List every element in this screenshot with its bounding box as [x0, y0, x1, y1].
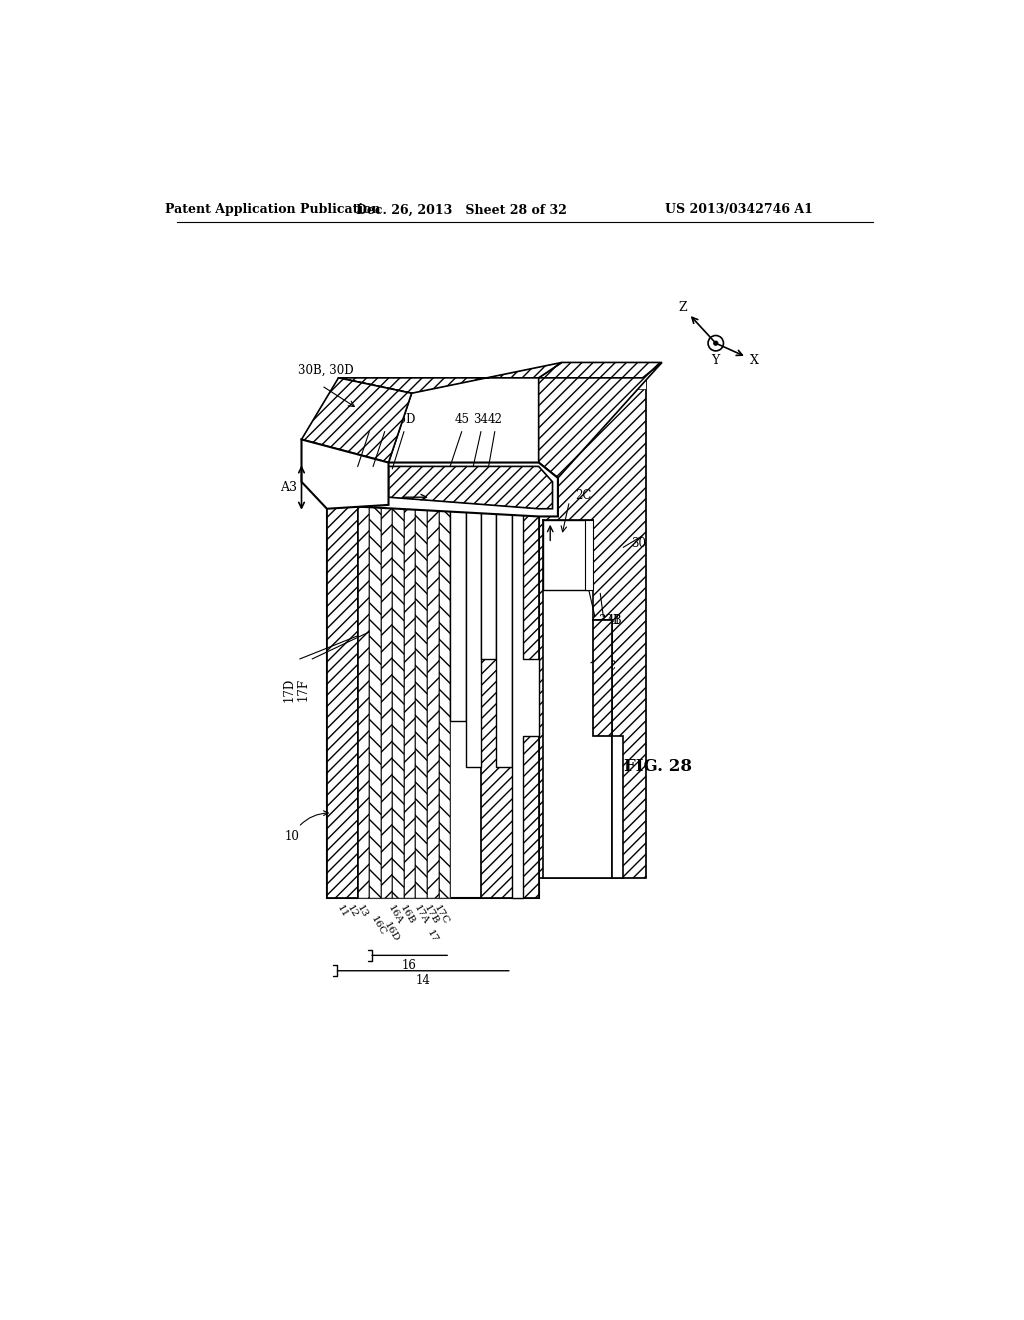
Text: 34: 34	[473, 413, 488, 425]
Text: 41: 41	[606, 614, 622, 627]
Text: 43: 43	[377, 413, 392, 425]
Polygon shape	[539, 378, 646, 389]
Polygon shape	[392, 462, 403, 898]
Polygon shape	[327, 462, 558, 516]
Polygon shape	[357, 462, 451, 898]
Polygon shape	[539, 363, 662, 478]
Text: 45: 45	[455, 413, 469, 425]
Text: 45C: 45C	[593, 660, 616, 673]
Polygon shape	[543, 520, 611, 878]
Circle shape	[714, 342, 718, 345]
Text: Dec. 26, 2013   Sheet 28 of 32: Dec. 26, 2013 Sheet 28 of 32	[356, 203, 567, 216]
Text: 16B: 16B	[398, 904, 417, 927]
Text: 30: 30	[631, 537, 646, 550]
Text: 16: 16	[401, 958, 417, 972]
Polygon shape	[497, 462, 512, 767]
Polygon shape	[481, 462, 539, 898]
Text: 45D: 45D	[392, 413, 416, 425]
Text: 17D: 17D	[283, 677, 295, 702]
Text: 17C: 17C	[432, 904, 451, 927]
Polygon shape	[357, 462, 370, 898]
Text: A1: A1	[433, 490, 450, 502]
Text: 17B: 17B	[422, 904, 440, 927]
Polygon shape	[388, 466, 553, 508]
Text: 11: 11	[335, 904, 349, 920]
Text: 17F: 17F	[296, 678, 309, 701]
Text: Y: Y	[712, 354, 720, 367]
Text: 42: 42	[487, 413, 502, 425]
Polygon shape	[416, 462, 427, 898]
Polygon shape	[301, 378, 412, 462]
Text: 14: 14	[416, 974, 431, 987]
Polygon shape	[339, 363, 562, 393]
Polygon shape	[593, 620, 611, 737]
Polygon shape	[403, 462, 416, 898]
Text: 10: 10	[285, 810, 329, 843]
Text: 12: 12	[345, 904, 359, 920]
Polygon shape	[481, 462, 497, 659]
Polygon shape	[327, 462, 539, 898]
Polygon shape	[512, 462, 539, 898]
Polygon shape	[539, 363, 662, 378]
Polygon shape	[466, 462, 481, 767]
Polygon shape	[451, 462, 466, 721]
Text: Z: Z	[678, 301, 687, 314]
Text: Patent Application Publication: Patent Application Publication	[165, 203, 381, 216]
Text: 16C: 16C	[370, 915, 388, 937]
Text: 17: 17	[425, 928, 440, 944]
Polygon shape	[301, 440, 388, 508]
Polygon shape	[370, 462, 381, 898]
Text: X: X	[750, 354, 759, 367]
Text: 16D: 16D	[382, 921, 400, 944]
Polygon shape	[327, 462, 357, 898]
Polygon shape	[357, 462, 451, 898]
Polygon shape	[585, 520, 593, 590]
Polygon shape	[543, 520, 589, 590]
Polygon shape	[381, 462, 392, 898]
Text: 32B: 32B	[598, 614, 622, 627]
Text: 17A: 17A	[412, 904, 430, 927]
Text: 30B, 30D: 30B, 30D	[298, 363, 354, 376]
Polygon shape	[427, 462, 438, 898]
Text: A2: A2	[553, 527, 568, 539]
Polygon shape	[438, 462, 451, 898]
Text: 2C: 2C	[575, 490, 592, 502]
Text: 44: 44	[361, 413, 377, 425]
Polygon shape	[327, 378, 412, 462]
Text: FIG. 28: FIG. 28	[624, 758, 692, 775]
Polygon shape	[539, 462, 558, 516]
Text: 16A: 16A	[386, 904, 404, 927]
Text: A3: A3	[280, 480, 297, 494]
Polygon shape	[611, 737, 624, 878]
Polygon shape	[539, 378, 646, 878]
Text: 13: 13	[355, 904, 370, 920]
Text: US 2013/0342746 A1: US 2013/0342746 A1	[665, 203, 813, 216]
